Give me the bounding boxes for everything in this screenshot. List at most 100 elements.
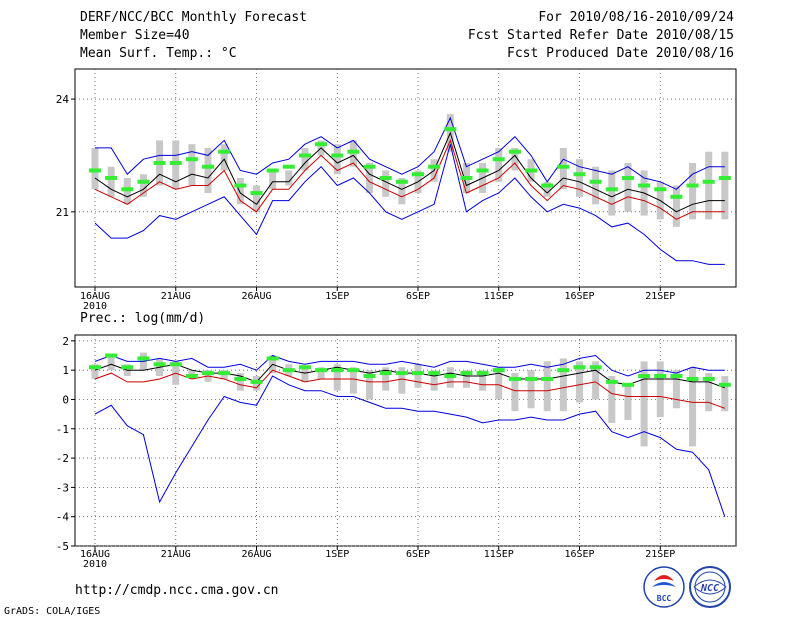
x-tick-label: 26AUG	[241, 291, 271, 302]
series-line-median	[94, 363, 725, 389]
mean-marker	[444, 127, 457, 132]
mean-marker	[121, 187, 134, 192]
spread-bar	[527, 370, 535, 409]
series-line-median	[94, 131, 725, 213]
mean-marker	[573, 365, 586, 370]
x-tick-label: 16AUG	[80, 291, 110, 302]
mean-marker	[589, 179, 602, 184]
x-tick-label: 21AUG	[161, 549, 191, 560]
spread-bar	[253, 185, 260, 212]
spread-bar	[705, 373, 713, 412]
spread-bar	[398, 178, 406, 205]
mean-marker	[363, 164, 376, 169]
spread-bar	[430, 370, 438, 391]
spread-bar	[608, 376, 616, 423]
mean-marker	[347, 149, 360, 154]
mean-marker	[686, 376, 699, 381]
ncc-logo-text: NCC	[700, 583, 719, 594]
spread-bar	[301, 147, 309, 171]
mean-marker	[137, 179, 150, 184]
mean-marker	[638, 183, 651, 188]
mean-marker	[541, 183, 554, 188]
spread-bar	[608, 170, 616, 216]
spread-bar	[107, 355, 115, 371]
mean-marker	[153, 160, 166, 165]
y-tick-label: 1	[62, 364, 69, 377]
mean-marker	[444, 374, 457, 379]
x-tick-label: 11SEP	[484, 291, 514, 302]
mean-marker	[412, 371, 424, 376]
mean-marker	[492, 368, 505, 373]
mean-marker	[379, 176, 392, 180]
spread-bar	[592, 361, 600, 400]
spread-bar	[479, 370, 487, 391]
x-tick-label: 21SEP	[645, 549, 675, 560]
mean-marker	[185, 374, 198, 379]
member-size-label: Member Size=40	[80, 28, 190, 43]
spread-bar	[624, 162, 632, 212]
mean-marker	[202, 371, 215, 376]
spread-bar	[398, 367, 406, 394]
spread-bar	[543, 181, 551, 197]
mean-marker	[492, 157, 505, 162]
mean-marker	[573, 172, 586, 177]
spread-bar	[689, 162, 697, 220]
mean-marker	[525, 168, 538, 173]
mean-marker	[218, 371, 231, 376]
source-url[interactable]: http://cmdp.ncc.cma.gov.cn	[75, 583, 279, 598]
mean-marker	[605, 187, 618, 192]
mean-marker	[105, 176, 118, 180]
mean-marker	[508, 149, 521, 154]
x-year-label: 2010	[83, 301, 107, 312]
x-tick-label: 21AUG	[161, 291, 191, 302]
series-line-min	[94, 144, 725, 265]
mean-marker	[525, 376, 538, 381]
x-tick-label: 21SEP	[645, 291, 675, 302]
bcc-logo-text: BCC	[657, 594, 672, 603]
mean-marker	[169, 362, 182, 367]
mean-marker	[89, 168, 101, 173]
mean-marker	[185, 157, 198, 162]
mean-marker	[428, 371, 441, 376]
spread-bar	[462, 370, 470, 388]
spread-bar	[236, 373, 244, 391]
grads-credit: GrADS: COLA/IGES	[4, 606, 101, 617]
mean-marker	[218, 149, 231, 154]
mean-marker	[234, 183, 247, 188]
mean-marker	[428, 164, 441, 169]
mean-marker	[298, 153, 311, 158]
spread-bar	[559, 358, 567, 412]
spread-bar	[333, 144, 341, 175]
mean-marker	[670, 374, 683, 379]
plot-frame	[74, 334, 737, 547]
series-line-min	[94, 375, 726, 517]
mean-marker	[298, 365, 311, 370]
x-year-label: 2010	[83, 559, 107, 570]
spread-bar	[592, 166, 600, 205]
mean-marker	[654, 374, 667, 379]
variable-label: Mean Surf. Temp.: °C	[80, 46, 237, 61]
mean-marker	[137, 356, 150, 361]
spread-bar	[689, 367, 697, 447]
mean-marker	[541, 376, 554, 381]
mean-marker	[395, 371, 408, 376]
spread-bar	[91, 364, 99, 379]
mean-marker	[654, 187, 667, 192]
mean-marker	[508, 376, 521, 381]
mean-marker	[621, 382, 634, 387]
mean-marker	[702, 376, 715, 381]
mean-marker	[670, 194, 683, 199]
spread-bar	[672, 185, 680, 227]
spread-bar	[705, 151, 713, 220]
spread-bar	[366, 162, 374, 194]
spread-bar	[576, 361, 583, 403]
spread-bar	[107, 166, 115, 197]
spread-bar	[382, 170, 390, 197]
mean-marker	[605, 379, 618, 384]
mean-marker	[379, 371, 392, 376]
series-line-lower_mid	[94, 369, 725, 409]
series-line-lower_mid	[94, 138, 725, 220]
spread-bar	[333, 364, 341, 391]
mean-marker	[234, 376, 247, 381]
